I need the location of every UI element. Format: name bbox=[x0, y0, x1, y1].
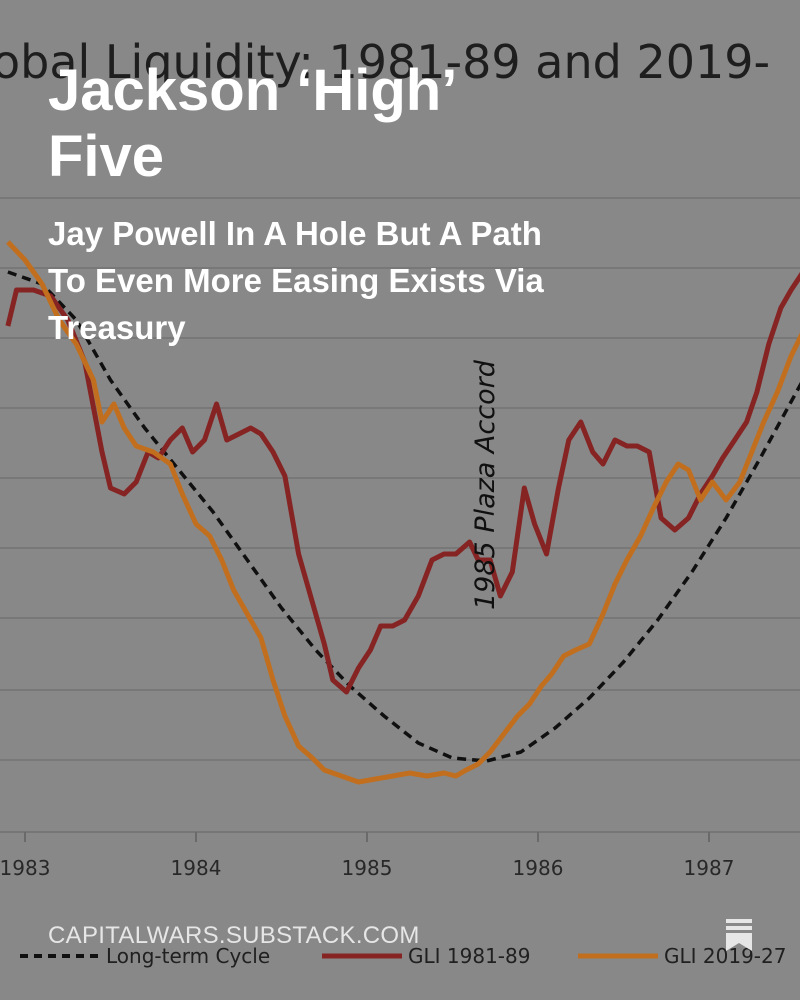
legend-label-gli-1981-89: GLI 1981-89 bbox=[408, 944, 530, 968]
plaza-accord-annotation: 1985 Plaza Accord bbox=[470, 359, 501, 610]
chart-series bbox=[5, 240, 800, 785]
post-title[interactable]: Jackson ‘High’ Five bbox=[48, 58, 608, 190]
x-tick-label: 1984 bbox=[171, 856, 222, 880]
chart-gridlines bbox=[0, 197, 800, 761]
x-axis-ticks: 1983 1984 1985 1986 1987 bbox=[0, 832, 734, 880]
post-subtitle: Jay Powell In A Hole But A Path To Even … bbox=[48, 215, 544, 346]
series-line-gli-2019-27 bbox=[6, 240, 800, 785]
post-title-line-2: Five bbox=[48, 124, 165, 189]
chart-title: obal Liquidity: 1981-89 and 2019- bbox=[0, 35, 770, 89]
x-tick-label: 1983 bbox=[0, 856, 50, 880]
x-tick-label: 1987 bbox=[684, 856, 735, 880]
x-tick-label: 1985 bbox=[342, 856, 393, 880]
legend-label-long-term-cycle: Long-term Cycle bbox=[106, 944, 270, 968]
bookmark-icon[interactable] bbox=[724, 918, 754, 952]
post-title-line-1: Jackson ‘High’ bbox=[48, 58, 458, 123]
legend-label-gli-2019-27: GLI 2019-27 bbox=[664, 944, 786, 968]
publication-url[interactable]: CAPITALWARS.SUBSTACK.COM bbox=[48, 922, 420, 949]
x-tick-label: 1986 bbox=[513, 856, 564, 880]
chart-legend: Long-term Cycle GLI 1981-89 GLI 2019-27 bbox=[20, 944, 786, 968]
